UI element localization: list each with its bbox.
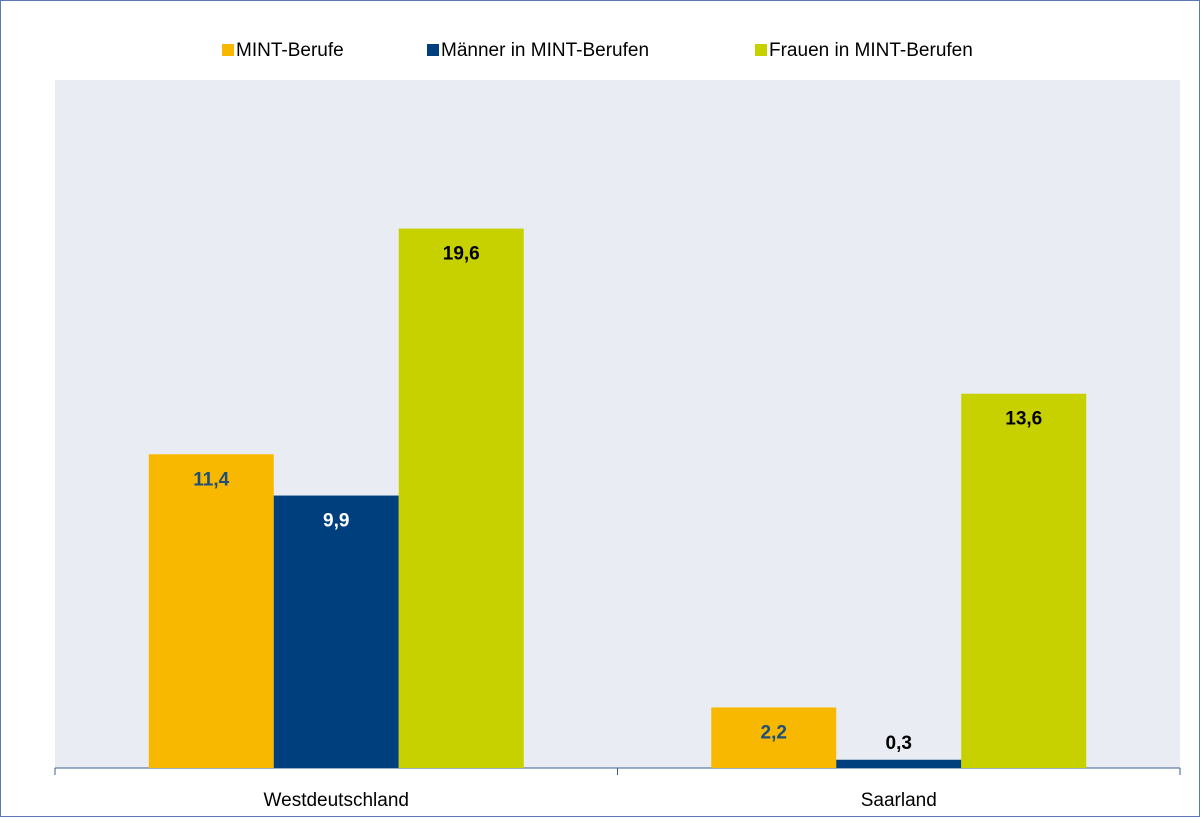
bar [711, 707, 837, 768]
bar [961, 393, 1087, 768]
legend-label: MINT-Berufe [236, 40, 344, 61]
x-tick-label: Saarland [861, 790, 937, 811]
value-label: 19,6 [443, 244, 480, 265]
value-label: 9,9 [323, 511, 349, 532]
value-label: 0,3 [886, 733, 912, 754]
value-label: 11,4 [193, 469, 229, 490]
bar [398, 228, 524, 768]
bar [836, 759, 962, 768]
legend-label: Männer in MINT-Berufen [441, 40, 649, 61]
bar [148, 454, 274, 768]
legend-swatch [427, 44, 439, 56]
value-label: 2,2 [761, 722, 787, 743]
legend-swatch [222, 44, 234, 56]
value-label: 13,6 [1005, 409, 1042, 430]
legend-swatch [755, 44, 767, 56]
x-tick-label: Westdeutschland [264, 790, 409, 811]
bar [273, 495, 399, 768]
legend-label: Frauen in MINT-Berufen [769, 40, 973, 61]
